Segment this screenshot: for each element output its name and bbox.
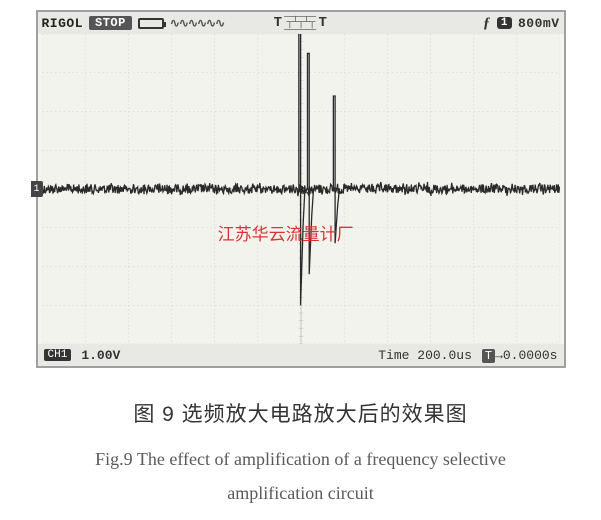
ch1-volts-per-div: 1.00V <box>81 348 120 363</box>
trigger-f-icon: ƒ <box>483 15 491 32</box>
scope-top-bar: RIGOL STOP ∿∿∿∿∿∿ T ┬┴┬┴┬ T ƒ 1 800mV <box>38 12 564 34</box>
top-bar-right: ƒ 1 800mV <box>483 15 560 32</box>
brand-label: RIGOL <box>42 16 84 31</box>
caption-chinese: 图 9 选频放大电路放大后的效果图 <box>10 398 591 428</box>
figure-captions: 图 9 选频放大电路放大后的效果图 Fig.9 The effect of am… <box>10 398 591 510</box>
coupling-icon: ∿∿∿∿∿∿ <box>170 16 224 31</box>
waveform-svg <box>42 34 560 344</box>
top-bar-left: RIGOL STOP ∿∿∿∿∿∿ <box>42 16 225 31</box>
timebase-label: Time <box>378 348 409 363</box>
time-offset-readout: T→0.0000s <box>482 348 558 363</box>
timebase-value: 200.0us <box>417 348 472 363</box>
trigger-level-value: 800mV <box>518 16 560 31</box>
oscilloscope-screenshot: RIGOL STOP ∿∿∿∿∿∿ T ┬┴┬┴┬ T ƒ 1 800mV 1 … <box>36 10 566 368</box>
t-offset-icon: T <box>482 349 495 363</box>
battery-icon <box>138 18 164 29</box>
trigger-scale-icon: ┬┴┬┴┬ <box>284 16 316 30</box>
waveform-plot: 1 江苏华云流量计厂 <box>42 34 560 344</box>
caption-english-line2: amplification circuit <box>227 483 373 503</box>
trigger-source-badge: 1 <box>497 17 512 29</box>
ch1-baseline-marker: 1 <box>31 181 43 197</box>
t-offset-value: →0.0000s <box>495 348 557 363</box>
run-state-badge: STOP <box>89 16 132 30</box>
t-marker-left-icon: T <box>274 15 283 31</box>
timebase-readout: Time 200.0us <box>378 348 472 363</box>
scope-bottom-bar: CH1 1.00V Time 200.0us T→0.0000s <box>38 344 564 366</box>
caption-english: Fig.9 The effect of amplification of a f… <box>10 442 591 510</box>
trigger-position-indicator: T ┬┴┬┴┬ T <box>274 15 328 31</box>
caption-english-line1: Fig.9 The effect of amplification of a f… <box>95 449 506 469</box>
t-marker-right-icon: T <box>319 15 328 31</box>
ch1-badge: CH1 <box>44 349 72 361</box>
